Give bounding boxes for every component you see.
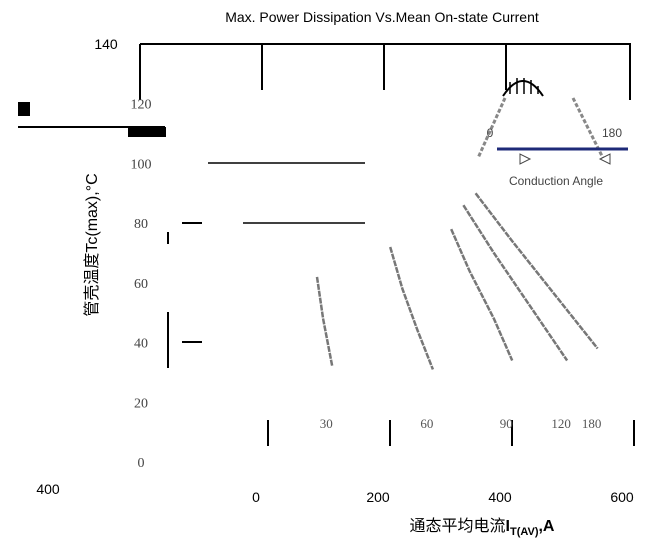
- y-tick-label: 60: [134, 277, 148, 292]
- x-tick-label: 400: [488, 489, 512, 505]
- inset-start-label: 0: [487, 126, 494, 140]
- chart-title: Max. Power Dissipation Vs.Mean On-state …: [225, 9, 539, 25]
- y-axis-label: 管壳温度Tc(max),°C: [83, 173, 101, 316]
- x-label-symbol: I: [506, 518, 510, 535]
- plot-frame: [139, 43, 631, 100]
- x-tick-labels: 0 200 400 600: [252, 489, 634, 505]
- series-label-180: 180: [582, 416, 602, 431]
- x-label-unit: ,A: [538, 518, 554, 535]
- series-label-60: 60: [420, 416, 433, 431]
- x-label-prefix: 通态平均电流: [410, 517, 506, 535]
- legend-bar: [128, 127, 166, 137]
- series-label-30: 30: [320, 416, 333, 431]
- legend-marker: [18, 102, 30, 116]
- series-label-90: 90: [500, 416, 513, 431]
- y-tick-label: 100: [131, 157, 152, 172]
- y-tick-labels: 140 120 100 80 60 40 20 0: [94, 36, 151, 471]
- y-tick-label: 80: [134, 217, 148, 232]
- half-sine-shape: [502, 80, 544, 97]
- series-line-60: [389, 246, 435, 370]
- y-tick-label: 0: [138, 456, 145, 471]
- conduction-angle-inset: 0 180 Conduction Angle: [476, 78, 628, 188]
- x-tick-label: 0: [252, 489, 260, 505]
- series-line-120: [462, 204, 569, 362]
- inset-marker-right: [598, 153, 611, 165]
- y-tick-label: 140: [94, 36, 118, 52]
- inset-end-label: 180: [602, 126, 622, 140]
- series-line-30: [315, 276, 334, 367]
- x-tick-label: 200: [366, 489, 390, 505]
- curves: [315, 192, 599, 370]
- y2-tick-label: 400: [36, 481, 60, 497]
- x-axis-marks: [267, 420, 635, 446]
- y-tick-label: 40: [134, 337, 148, 352]
- inset-caption: Conduction Angle: [509, 174, 603, 188]
- y-tick-label: 120: [131, 98, 152, 113]
- inset-marker-left: [519, 153, 532, 165]
- x-label-sub: T(AV): [510, 526, 539, 538]
- inset-left-arrow-line: [476, 97, 507, 159]
- y-tick-label: 20: [134, 396, 148, 411]
- x-tick-label: 600: [610, 489, 634, 505]
- series-line-90: [450, 228, 514, 362]
- series-line-180: [474, 192, 599, 350]
- series-label-120: 120: [551, 416, 571, 431]
- x-axis-label: 通态平均电流IT(AV),A: [410, 517, 555, 538]
- curve-labels: 30 60 90 120 180: [320, 416, 602, 431]
